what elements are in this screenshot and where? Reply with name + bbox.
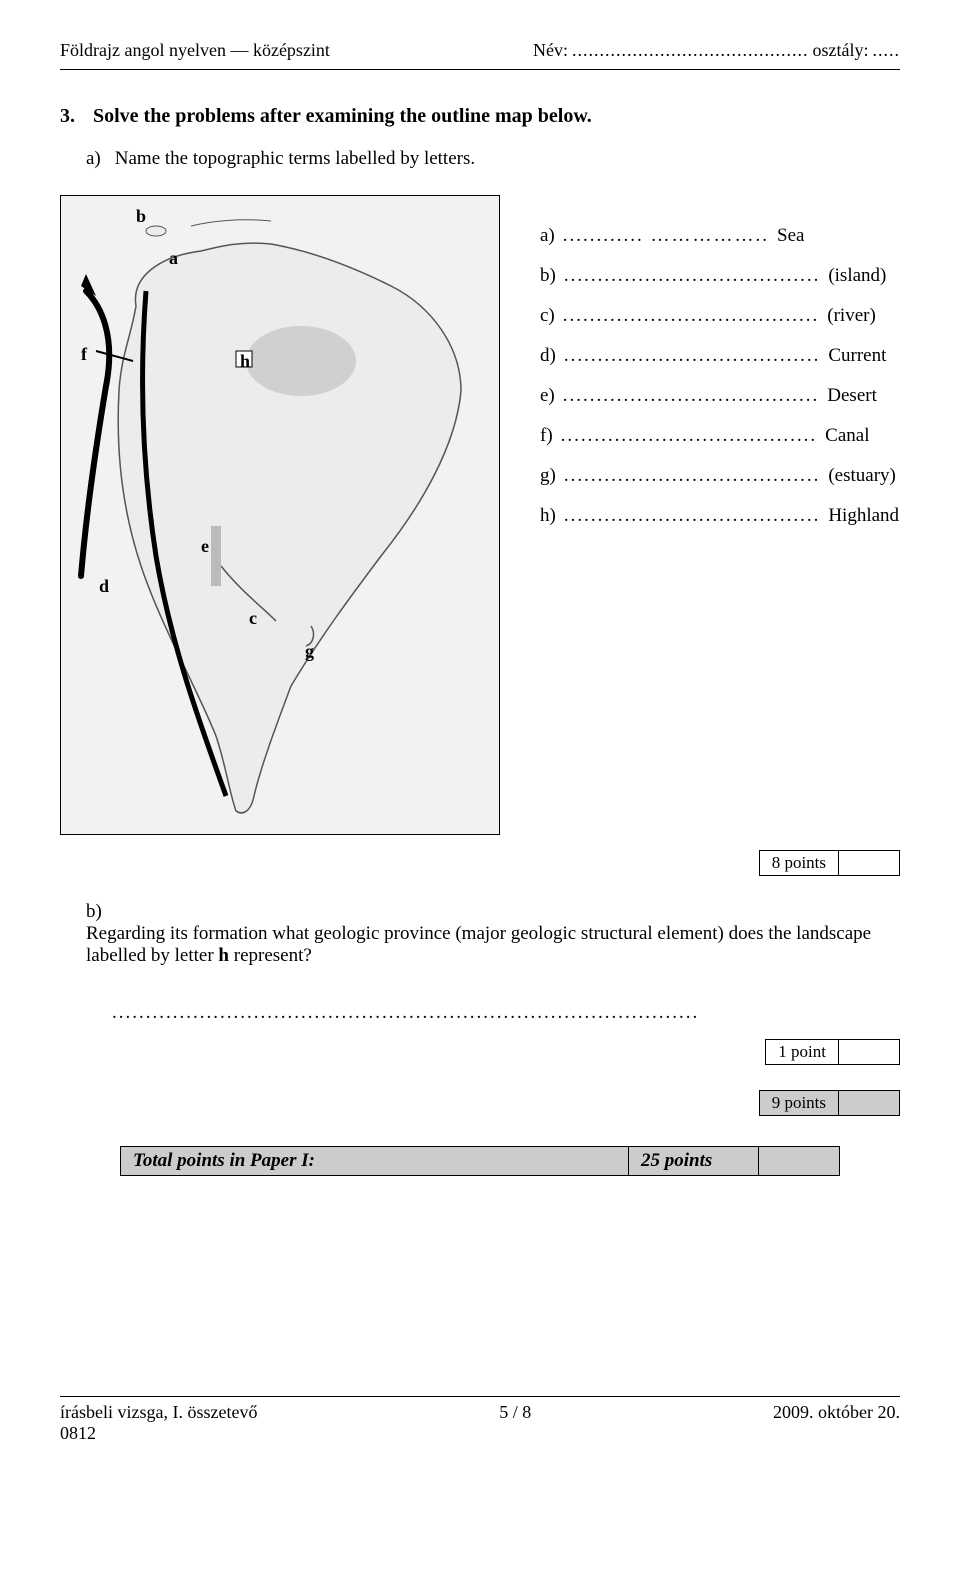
term-row: b)......................................… [540, 265, 899, 287]
term-dots: ...................................... [563, 305, 820, 327]
term-row: c)......................................… [540, 305, 899, 327]
island-b [146, 226, 166, 236]
points-9-label: 9 points [760, 1091, 839, 1115]
map-label-e: e [201, 536, 209, 557]
total-empty [759, 1147, 839, 1175]
question-3: 3. Solve the problems after examining th… [60, 105, 900, 128]
term-letter: f) [540, 425, 553, 447]
term-desc: Highland [828, 505, 899, 527]
term-letter: e) [540, 385, 555, 407]
term-row: h)......................................… [540, 505, 899, 527]
points-box-1: 1 point [765, 1039, 900, 1065]
total-points-table: Total points in Paper I: 25 points [120, 1146, 840, 1176]
term-letter: a) [540, 225, 555, 247]
term-desc: (island) [828, 265, 886, 287]
map-label-d: d [99, 576, 109, 597]
term-dots: ...................................... [564, 345, 821, 367]
footer-left: írásbeli vizsga, I. összetevő 0812 [60, 1402, 257, 1444]
points-8-row: 8 points [60, 850, 900, 876]
points-8-label: 8 points [760, 851, 839, 875]
total-label: Total points in Paper I: [121, 1147, 629, 1175]
desert-e [211, 526, 221, 586]
outline-map: a b c d e f g h [60, 195, 500, 835]
points-8-val [839, 851, 899, 875]
page-header: Földrajz angol nyelven — középszint Név:… [60, 40, 900, 61]
term-row: e)......................................… [540, 385, 899, 407]
current-line [81, 291, 109, 576]
map-label-g: g [305, 641, 314, 662]
class-dots: ..... [873, 40, 901, 61]
map-label-f: f [81, 344, 87, 365]
name-label: Név: [533, 40, 568, 61]
points-9-val [839, 1091, 899, 1115]
header-right: Név: ...................................… [533, 40, 900, 61]
term-row: g)......................................… [540, 465, 899, 487]
q3b: b) Regarding its formation what geologic… [86, 901, 900, 967]
points-box-9: 9 points [759, 1090, 900, 1116]
term-letter: h) [540, 505, 556, 527]
map-label-c: c [249, 608, 257, 629]
map-label-h: h [240, 351, 250, 372]
footer-left2: 0812 [60, 1423, 257, 1444]
term-dots: ............ …………….. [563, 225, 769, 247]
term-dots: ...................................... [564, 465, 821, 487]
answer-line: ........................................… [112, 1002, 900, 1024]
footer-center: 5 / 8 [499, 1402, 531, 1444]
term-dots: ...................................... [564, 505, 821, 527]
term-dots: ...................................... [563, 385, 820, 407]
term-desc: Sea [777, 225, 804, 247]
islands-a [191, 220, 271, 226]
q3a-text: Name the topographic terms labelled by l… [115, 148, 475, 170]
term-row: d)......................................… [540, 345, 899, 367]
term-letter: g) [540, 465, 556, 487]
name-dots: ........................................… [572, 40, 809, 61]
map-label-a: a [169, 248, 178, 269]
header-left: Földrajz angol nyelven — középszint [60, 40, 330, 61]
q3a-label: a) [86, 148, 101, 170]
term-letter: c) [540, 305, 555, 327]
points-1-row: 1 point [60, 1039, 900, 1065]
term-letter: b) [540, 265, 556, 287]
term-row: f)......................................… [540, 425, 899, 447]
q3b-label: b) [86, 901, 102, 922]
term-desc: Current [828, 345, 886, 367]
term-desc: (estuary) [828, 465, 896, 487]
term-dots: ...................................... [561, 425, 818, 447]
total-value: 25 points [629, 1147, 759, 1175]
points-box-8: 8 points [759, 850, 900, 876]
q3b-h-letter: h [218, 945, 229, 966]
term-row: a) ............ …………….. Sea [540, 225, 899, 247]
terms-list: a) ............ …………….. Sea b)............… [540, 225, 899, 545]
q3b-text: Regarding its formation what geologic pr… [86, 923, 900, 967]
header-rule [60, 69, 900, 70]
highland-region [246, 326, 356, 396]
points-1-val [839, 1040, 899, 1064]
term-desc: (river) [827, 305, 876, 327]
page-footer: írásbeli vizsga, I. összetevő 0812 5 / 8… [60, 1396, 900, 1444]
footer-left1: írásbeli vizsga, I. összetevő [60, 1402, 257, 1423]
q3-text: Solve the problems after examining the o… [93, 105, 592, 128]
points-9-row: 9 points [60, 1090, 900, 1116]
term-letter: d) [540, 345, 556, 367]
term-desc: Desert [827, 385, 877, 407]
q3-number: 3. [60, 105, 75, 128]
points-1-label: 1 point [766, 1040, 839, 1064]
term-desc: Canal [825, 425, 869, 447]
map-svg [61, 196, 501, 836]
footer-right: 2009. október 20. [773, 1402, 900, 1444]
map-label-b: b [136, 206, 146, 227]
q3a: a) Name the topographic terms labelled b… [86, 148, 900, 170]
class-label: osztály: [813, 40, 869, 61]
term-dots: ...................................... [564, 265, 821, 287]
map-and-terms: a b c d e f g h a) ............ …………….. Se… [60, 195, 900, 835]
